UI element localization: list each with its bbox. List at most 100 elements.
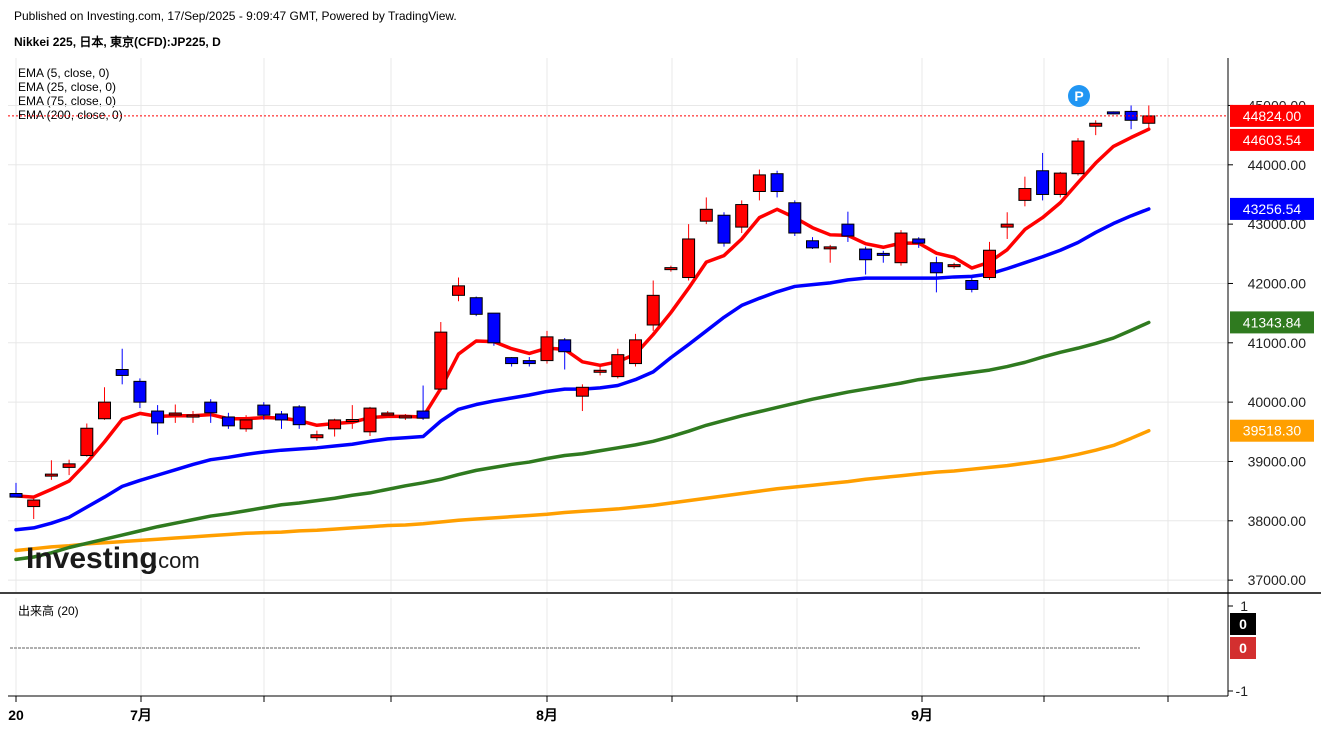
ema-line-2: [14, 320, 1151, 562]
ema-line-3: [14, 428, 1151, 553]
candle-body: [310, 434, 324, 439]
candle-body: [44, 473, 58, 477]
candle-body: [699, 208, 713, 222]
candle-body: [540, 336, 554, 362]
price-label-box: [1230, 104, 1314, 127]
logo-suffix: .com: [152, 548, 200, 573]
y-tick-label: 44000.00: [1248, 157, 1307, 173]
candle-body: [770, 173, 784, 192]
candle-body: [80, 427, 94, 457]
candle-body: [806, 240, 819, 249]
volume-legend[interactable]: 出来高 (20): [18, 604, 79, 618]
candle-body: [664, 267, 678, 271]
p-marker[interactable]: P: [1068, 85, 1090, 107]
ema-line-0: [14, 127, 1151, 499]
candle-body: [416, 410, 430, 419]
candles: [9, 105, 1156, 520]
x-tick-label: 7月: [130, 707, 152, 723]
price-label: 39518.30: [1230, 419, 1314, 442]
candle-body: [1106, 111, 1120, 115]
candle-body: [345, 419, 359, 423]
price-label-text: 39518.30: [1243, 423, 1302, 439]
candle-body: [434, 331, 448, 390]
volume-label-box: [1230, 613, 1256, 635]
volume-label-box: [1230, 637, 1256, 659]
price-label-text: 44824.00: [1243, 108, 1302, 124]
price-label-box: [1230, 419, 1314, 442]
logo-text: Investing: [26, 542, 158, 575]
price-label: 43256.54: [1230, 197, 1314, 220]
indicator-legend: EMA (5, close, 0) EMA (25, close, 0) EMA…: [18, 66, 123, 122]
publisher-credit: Published on Investing.com, 17/Sep/2025 …: [14, 9, 457, 23]
candle-body: [204, 401, 218, 414]
candle-body: [522, 360, 536, 365]
volume-label-text: 0: [1239, 616, 1247, 632]
candle-body: [168, 412, 182, 416]
candle-body: [9, 493, 23, 498]
candle-body: [593, 369, 607, 373]
candle-body: [965, 280, 979, 290]
candle-body: [1124, 110, 1138, 121]
ema-lines: [14, 127, 1151, 562]
price-label-text: 44603.54: [1243, 132, 1302, 148]
candle-body: [876, 252, 890, 256]
candle-body: [363, 407, 377, 433]
candle-body: [1018, 188, 1032, 201]
candle-body: [788, 202, 802, 234]
p-marker-circle[interactable]: [1068, 85, 1090, 107]
candle-body: [575, 386, 589, 397]
volume-tick-label: 1: [1240, 598, 1248, 614]
legend-ema5[interactable]: EMA (5, close, 0): [18, 66, 110, 80]
symbol-title: Nikkei 225, 日本, 東京(CFD):JP225, D: [14, 35, 221, 49]
candle-body: [1053, 172, 1067, 195]
volume-label-text: 0: [1239, 640, 1247, 656]
candle-body: [487, 312, 501, 344]
candle-body: [894, 232, 908, 264]
candle-body: [186, 414, 200, 418]
price-label-box: [1230, 128, 1314, 151]
candle-body: [859, 248, 873, 261]
candle-body: [469, 297, 483, 315]
x-tick-label: 9月: [911, 707, 933, 723]
legend-ema75[interactable]: EMA (75, close, 0): [18, 94, 117, 108]
y-tick-label: 42000.00: [1248, 275, 1307, 291]
candle-body: [257, 404, 271, 416]
candle-body: [841, 223, 855, 237]
y-tick-label: 37000.00: [1248, 572, 1307, 588]
volume-pane: 1 -1 0 0: [10, 598, 1256, 699]
price-label-box: [1230, 311, 1314, 334]
candle-body: [983, 249, 996, 279]
legend-ema200[interactable]: EMA (200, close, 0): [18, 108, 123, 122]
candle-body: [98, 401, 111, 420]
candle-body: [1142, 115, 1156, 124]
chart-grid: [8, 58, 1228, 696]
legend-ema25[interactable]: EMA (25, close, 0): [18, 80, 117, 94]
candle-body: [1036, 170, 1050, 195]
x-tick-label: 8月: [536, 707, 558, 723]
candle-body: [823, 246, 837, 250]
candle-body: [1000, 223, 1014, 228]
price-label-text: 41343.84: [1243, 314, 1302, 330]
price-label: 44603.54: [1230, 128, 1314, 151]
candle-body: [912, 238, 926, 244]
candle-body: [221, 416, 235, 427]
candle-body: [62, 463, 76, 468]
candle-body: [398, 415, 412, 419]
price-label: 44824.00: [1230, 104, 1314, 127]
volume-tick-label: -1: [1236, 683, 1249, 699]
candle-body: [947, 264, 961, 268]
price-label-text: 43256.54: [1243, 201, 1302, 217]
candle-body: [133, 380, 147, 403]
ema-line-1: [14, 207, 1151, 532]
p-marker-label: P: [1074, 88, 1083, 104]
price-labels: 44824.00 44603.54 43256.54 41343.84 39518.30: [1230, 104, 1314, 442]
y-tick-label: 43000.00: [1248, 216, 1307, 232]
candle-body: [929, 262, 943, 274]
candle-body: [752, 174, 766, 193]
candle-body: [328, 419, 342, 430]
candle-body: [292, 406, 306, 426]
y-tick-label: 40000.00: [1248, 394, 1307, 410]
volume-label: 0: [1230, 637, 1256, 659]
candle-body: [611, 354, 625, 378]
